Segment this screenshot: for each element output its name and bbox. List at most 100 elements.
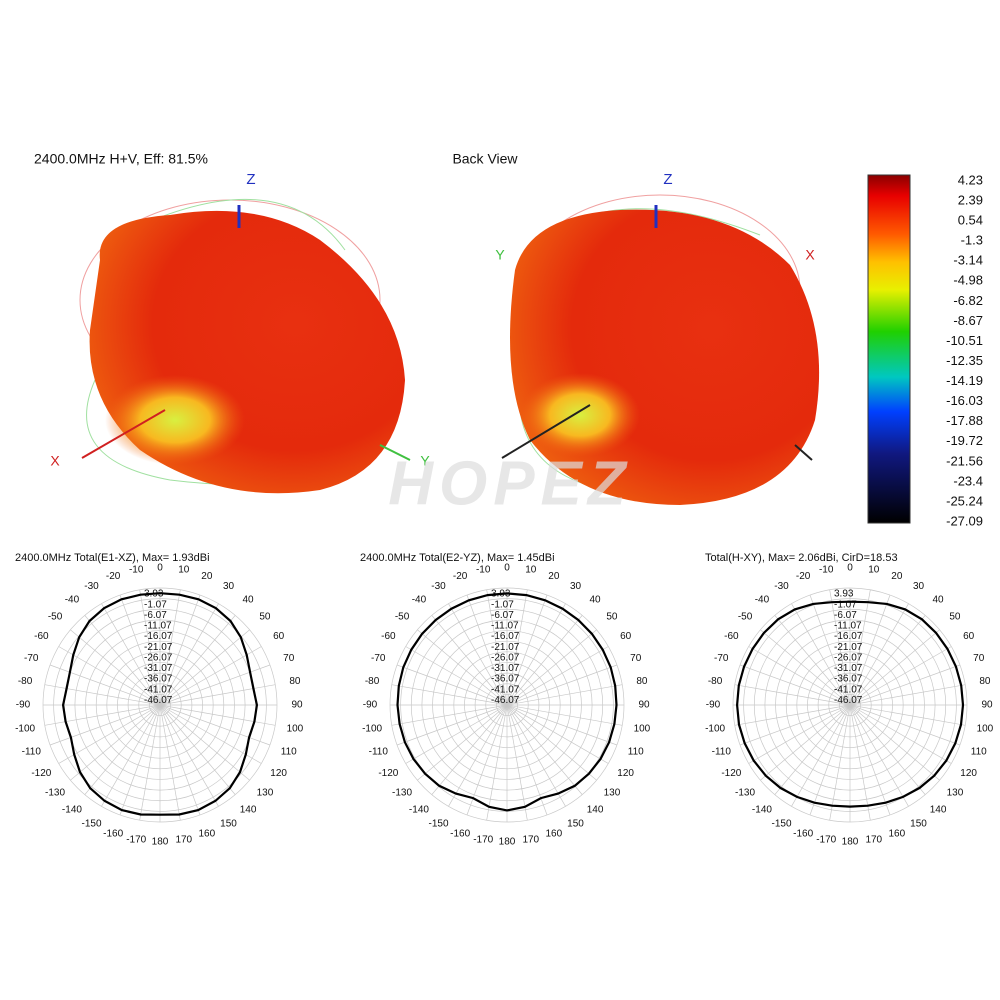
spoke [396, 704, 508, 746]
ring [106, 651, 214, 759]
ring [63, 608, 257, 802]
angle-label: 140 [587, 805, 604, 816]
angle-label: 20 [548, 571, 560, 582]
chart-title: 2400.0MHz Total(E2-YZ), Max= 1.45dBi [360, 552, 555, 564]
angle-label: -100 [15, 723, 35, 734]
spoke [159, 629, 250, 706]
radial-label: -11.07 [491, 621, 519, 632]
angle-label: 110 [971, 746, 987, 757]
radial-label: -31.07 [144, 663, 173, 674]
axis-label: Z [246, 171, 255, 188]
radial-label: -41.07 [834, 684, 863, 695]
angle-label: 80 [636, 676, 648, 687]
angle-label: 110 [281, 746, 297, 757]
spoke [506, 704, 597, 781]
spoke [139, 704, 161, 821]
angle-label: -60 [724, 631, 739, 642]
spoke [774, 704, 851, 795]
angle-label: 100 [977, 723, 994, 734]
angle-label: 170 [522, 835, 539, 846]
spoke [739, 664, 851, 706]
spoke [159, 704, 236, 795]
spoke [431, 615, 508, 706]
ring [785, 640, 915, 770]
pattern-line [735, 600, 965, 808]
ring [421, 619, 593, 791]
angle-label: -80 [365, 676, 380, 687]
spoke [506, 594, 548, 706]
spoke [849, 704, 891, 816]
spoke [734, 704, 851, 726]
spoke [809, 594, 851, 706]
angle-label: -50 [738, 612, 753, 623]
radial-label: -16.07 [144, 631, 173, 642]
spoke [159, 664, 271, 706]
ring [474, 672, 540, 738]
ring [95, 640, 225, 770]
radial-label: -36.07 [491, 674, 520, 685]
angle-label: 100 [287, 723, 304, 734]
spoke [849, 704, 940, 781]
angle-label: 120 [960, 768, 977, 779]
angle-label: -80 [18, 676, 33, 687]
angle-label: -120 [31, 768, 51, 779]
spoke [159, 594, 201, 706]
spoke [829, 704, 851, 821]
radial-label: -6.07 [834, 610, 857, 621]
angle-label: -70 [24, 653, 39, 664]
angle-label: 110 [628, 746, 644, 757]
angle-label: 150 [220, 818, 237, 829]
axis [81, 409, 166, 459]
angle-label: -90 [16, 700, 31, 711]
angle-label: -150 [428, 818, 448, 829]
spoke [849, 615, 926, 706]
angle-label: 160 [199, 828, 216, 839]
angle-label: -100 [705, 723, 725, 734]
angle-label: -160 [103, 828, 123, 839]
spoke [506, 704, 623, 726]
angle-label: 30 [913, 581, 925, 592]
hot-region [520, 373, 640, 457]
spoke [849, 704, 961, 746]
radial-label: -16.07 [834, 631, 863, 642]
ring [432, 630, 582, 780]
angle-label: 20 [891, 571, 903, 582]
angle-label: -170 [126, 835, 146, 846]
spoke [849, 594, 891, 706]
angle-label: -80 [708, 676, 723, 687]
colorbar-label: -25.24 [946, 493, 983, 508]
spoke [849, 704, 952, 764]
spoke [748, 704, 851, 764]
angle-label: -70 [371, 653, 386, 664]
angle-label: 80 [289, 676, 301, 687]
spoke [44, 684, 161, 706]
pattern-line [61, 592, 259, 816]
angle-label: -30 [431, 581, 446, 592]
angle-label: 40 [242, 595, 254, 606]
angle-label: 140 [930, 805, 947, 816]
spoke [506, 704, 618, 746]
angle-label: 170 [175, 835, 192, 846]
spoke [448, 704, 508, 807]
colorbar-label: -1.3 [961, 233, 983, 248]
colorbar-label: -8.67 [953, 313, 983, 328]
ring [53, 598, 267, 812]
angle-label: -130 [735, 788, 755, 799]
radial-label: -21.07 [834, 642, 863, 653]
angle-label: -150 [81, 818, 101, 829]
spoke [506, 704, 583, 795]
angle-label: 120 [270, 768, 287, 779]
angle-label: -130 [392, 788, 412, 799]
spoke [159, 704, 181, 821]
ring [775, 630, 925, 780]
spoke [49, 704, 161, 746]
radial-label: -46.07 [491, 695, 520, 706]
spoke [849, 646, 952, 706]
angle-label: 50 [259, 612, 271, 623]
angle-label: -50 [395, 612, 410, 623]
spoke [58, 704, 161, 764]
angle-label: -10 [819, 565, 834, 576]
angle-label: 140 [240, 805, 257, 816]
angle-label: 180 [152, 837, 169, 848]
